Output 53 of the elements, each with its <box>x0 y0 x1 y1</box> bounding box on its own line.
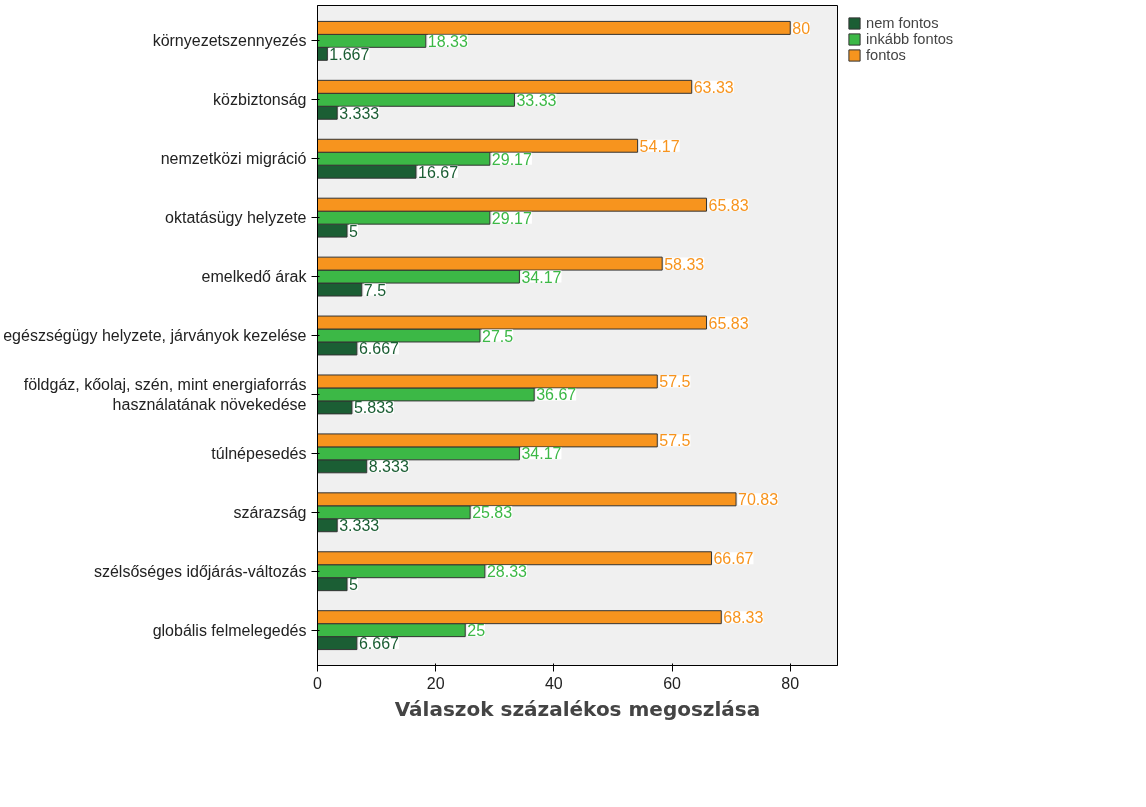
data-label: 28.33 <box>486 563 528 581</box>
data-label: 18.33 <box>427 32 468 50</box>
legend-label: nem fontos <box>866 15 939 31</box>
y-tick-label: globális felmelegedés <box>152 621 307 639</box>
x-tick-label: 20 <box>426 674 445 692</box>
data-label: 34.17 <box>521 445 562 463</box>
y-tick-label: közbiztonság <box>213 91 307 109</box>
data-label: 65.83 <box>708 196 749 214</box>
data-label: 80 <box>792 19 811 37</box>
data-label: 27.5 <box>482 327 514 345</box>
y-tick-label: túlnépesedés <box>211 444 307 462</box>
data-label: 6.667 <box>358 340 400 358</box>
data-label: 3.333 <box>339 104 380 122</box>
data-label: 29.17 <box>491 150 533 168</box>
data-label: 5.833 <box>353 399 395 417</box>
y-tick-label: egészségügy helyzete, járványok kezelése <box>3 327 307 344</box>
data-label: 57.5 <box>659 373 691 391</box>
legend-label: inkább fontos <box>866 31 954 47</box>
data-label: 25.83 <box>472 504 513 522</box>
y-tick-label: oktatásügy helyzete <box>165 209 307 227</box>
data-label: 29.17 <box>491 209 533 227</box>
data-label: 66.67 <box>713 550 754 568</box>
y-tick-label: emelkedő árak <box>201 268 308 286</box>
data-label: 16.67 <box>418 163 459 181</box>
x-tick-label: 0 <box>313 674 323 692</box>
data-label: 58.33 <box>664 255 705 273</box>
data-label: 57.5 <box>659 432 691 450</box>
legend-label: fontos <box>866 47 906 63</box>
x-axis-title: Válaszok százalékos megoszlása <box>394 696 761 721</box>
data-label: 6.667 <box>358 635 400 653</box>
y-tick-label: környezetszennyezés <box>152 32 307 50</box>
x-tick-label: 80 <box>781 674 800 692</box>
data-label: 68.33 <box>723 609 764 627</box>
y-tick-label: szárazság <box>233 503 307 521</box>
data-label: 5 <box>349 222 359 240</box>
data-label: 54.17 <box>639 137 680 155</box>
x-tick-label: 40 <box>544 674 563 692</box>
data-label: 33.33 <box>516 91 557 109</box>
data-label: 63.33 <box>693 78 734 96</box>
data-label: 34.17 <box>521 268 562 286</box>
data-label: 1.667 <box>329 45 370 63</box>
data-label: 3.333 <box>339 517 380 535</box>
data-label: 70.83 <box>738 491 779 509</box>
y-tick-label: szélsőséges időjárás-változás <box>93 562 307 580</box>
data-label: 5 <box>349 576 359 594</box>
x-tick-label: 60 <box>663 674 682 692</box>
data-label: 65.83 <box>708 314 749 332</box>
data-label: 25 <box>467 622 486 640</box>
data-label: 8.333 <box>368 458 409 476</box>
data-label: 7.5 <box>363 281 387 299</box>
y-tick-label: földgáz, kőolaj, szén, mint energiaforrás használatának növekedése <box>23 375 307 414</box>
y-tick-label: nemzetközi migráció <box>160 150 307 168</box>
data-label: 36.67 <box>536 386 577 404</box>
